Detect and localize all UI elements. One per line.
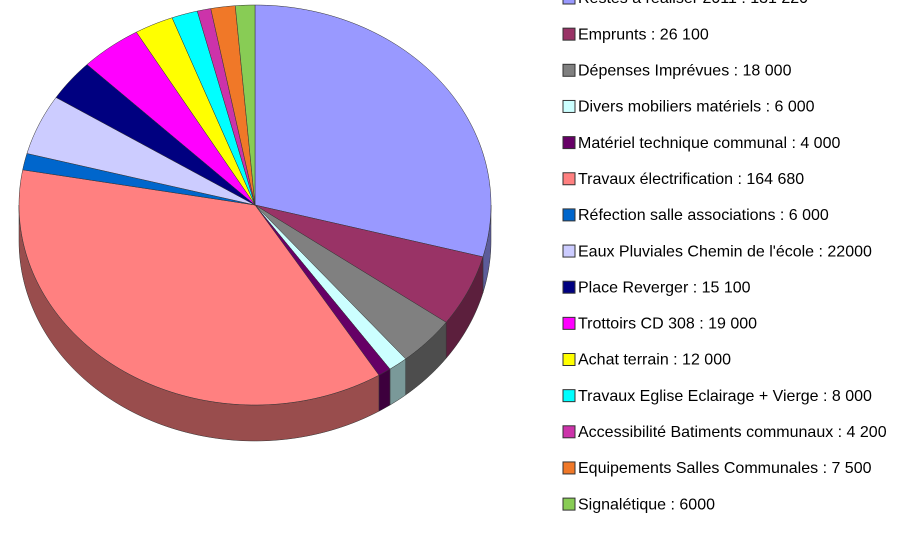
legend-label: Divers mobiliers matériels : 6 000 <box>578 99 815 116</box>
legend-label: Réfection salle associations : 6 000 <box>578 207 829 224</box>
legend-swatch <box>562 244 576 258</box>
slice <box>55 64 256 206</box>
legend-swatch <box>562 316 576 330</box>
legend-swatch <box>562 136 576 150</box>
legend-label: Signalétique : 6000 <box>578 496 715 513</box>
slice <box>18 169 380 406</box>
slice <box>171 10 256 206</box>
legend-label: Emprunts : 26 100 <box>578 26 709 43</box>
legend-swatch <box>562 280 576 294</box>
legend-swatch <box>562 208 576 222</box>
slice-side <box>378 368 391 412</box>
legend-label: Travaux Eglise Eclairage + Vierge : 8 00… <box>578 388 872 405</box>
slice <box>26 97 256 206</box>
legend-swatch <box>562 27 576 41</box>
slice <box>136 17 256 206</box>
legend-swatch <box>562 461 576 475</box>
slice <box>254 204 484 323</box>
legend-label: Dépenses Imprévues : 18 000 <box>578 63 792 80</box>
legend-label: Accessibilité Batiments communaux : 4 20… <box>578 424 887 441</box>
slice <box>86 31 256 206</box>
legend-swatch <box>562 389 576 403</box>
legend-swatch <box>562 353 576 366</box>
legend-label: Eaux Pluviales Chemin de l'école : 22000 <box>578 243 872 260</box>
legend-label: Place Reverger : 15 100 <box>578 279 751 296</box>
slice <box>254 204 447 360</box>
legend-label: Travaux électrification : 164 680 <box>578 171 804 188</box>
legend-label: Matériel technique communal : 4 000 <box>578 135 840 152</box>
legend-swatch <box>562 425 576 439</box>
slice <box>210 5 256 206</box>
legend-swatch <box>562 99 576 113</box>
legend-label: Achat terrain : 12 000 <box>578 352 731 369</box>
slice <box>254 4 492 258</box>
legend-swatch <box>562 63 576 77</box>
legend-swatch <box>562 0 576 5</box>
legend-label: Trottoirs CD 308 : 19 000 <box>578 316 757 333</box>
legend-swatch <box>562 172 576 186</box>
legend-label: Restes à réaliser 2011 : 131 220 <box>578 0 808 7</box>
slice <box>234 4 256 206</box>
legend-label: Equipements Salles Communales : 7 500 <box>578 460 872 477</box>
legend-swatch <box>562 497 576 511</box>
